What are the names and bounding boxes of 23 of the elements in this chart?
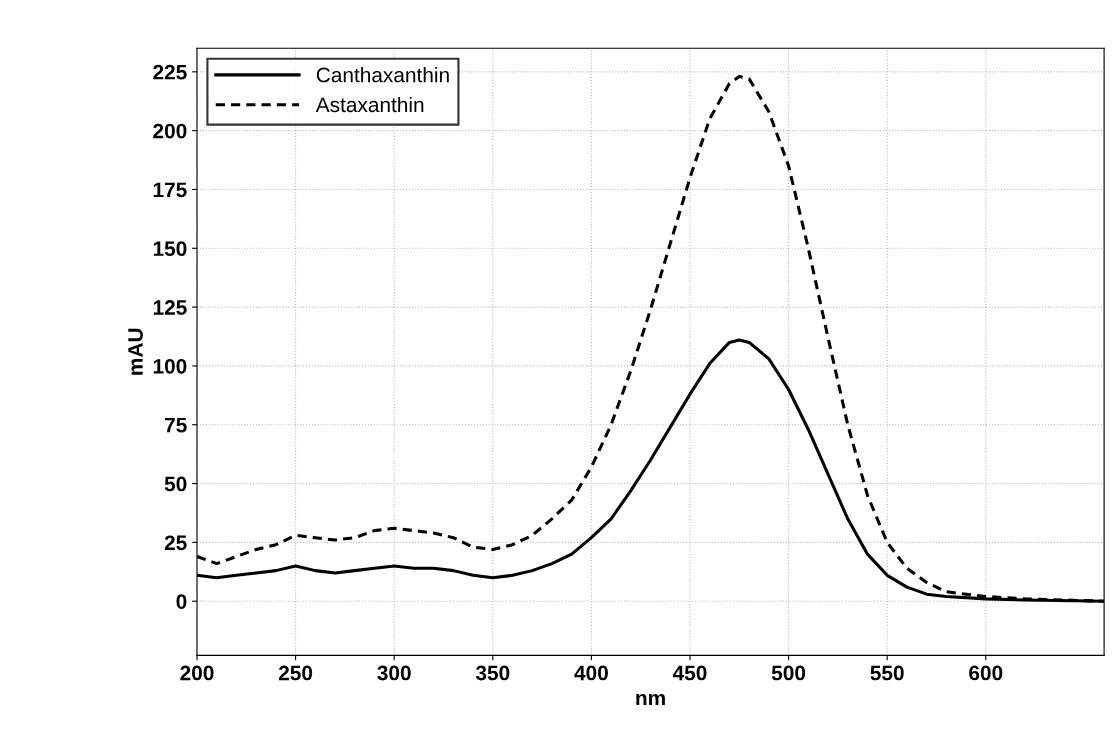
y-tick-label: 125: [153, 300, 187, 315]
legend-label: Canthaxanthin: [316, 67, 449, 83]
y-tick-label: 25: [164, 535, 187, 551]
y-tick-label: 225: [153, 64, 187, 80]
y-axis-title: mAU: [128, 328, 143, 375]
x-tick-label: 250: [278, 665, 313, 681]
y-tick-label: 150: [153, 241, 187, 257]
x-tick-label: 600: [969, 665, 1003, 681]
x-tick-label: 300: [377, 665, 411, 681]
x-tick-label: 500: [771, 665, 806, 681]
x-tick-label: 550: [870, 665, 904, 681]
y-tick-label: 175: [153, 182, 187, 198]
x-tick-label: 350: [475, 665, 510, 681]
legend-label: Astaxanthin: [315, 96, 424, 113]
x-axis-title: nm: [636, 693, 665, 706]
y-tick-label: 200: [153, 123, 187, 139]
x-tick-label: 400: [574, 665, 608, 681]
y-tick-label: 50: [164, 476, 187, 492]
x-tick-label: 450: [672, 665, 707, 681]
y-tick-label: 100: [153, 358, 187, 374]
y-tick-label: 75: [165, 417, 187, 433]
y-tick-label: 0: [176, 594, 187, 609]
x-tick-label: 200: [180, 665, 214, 681]
